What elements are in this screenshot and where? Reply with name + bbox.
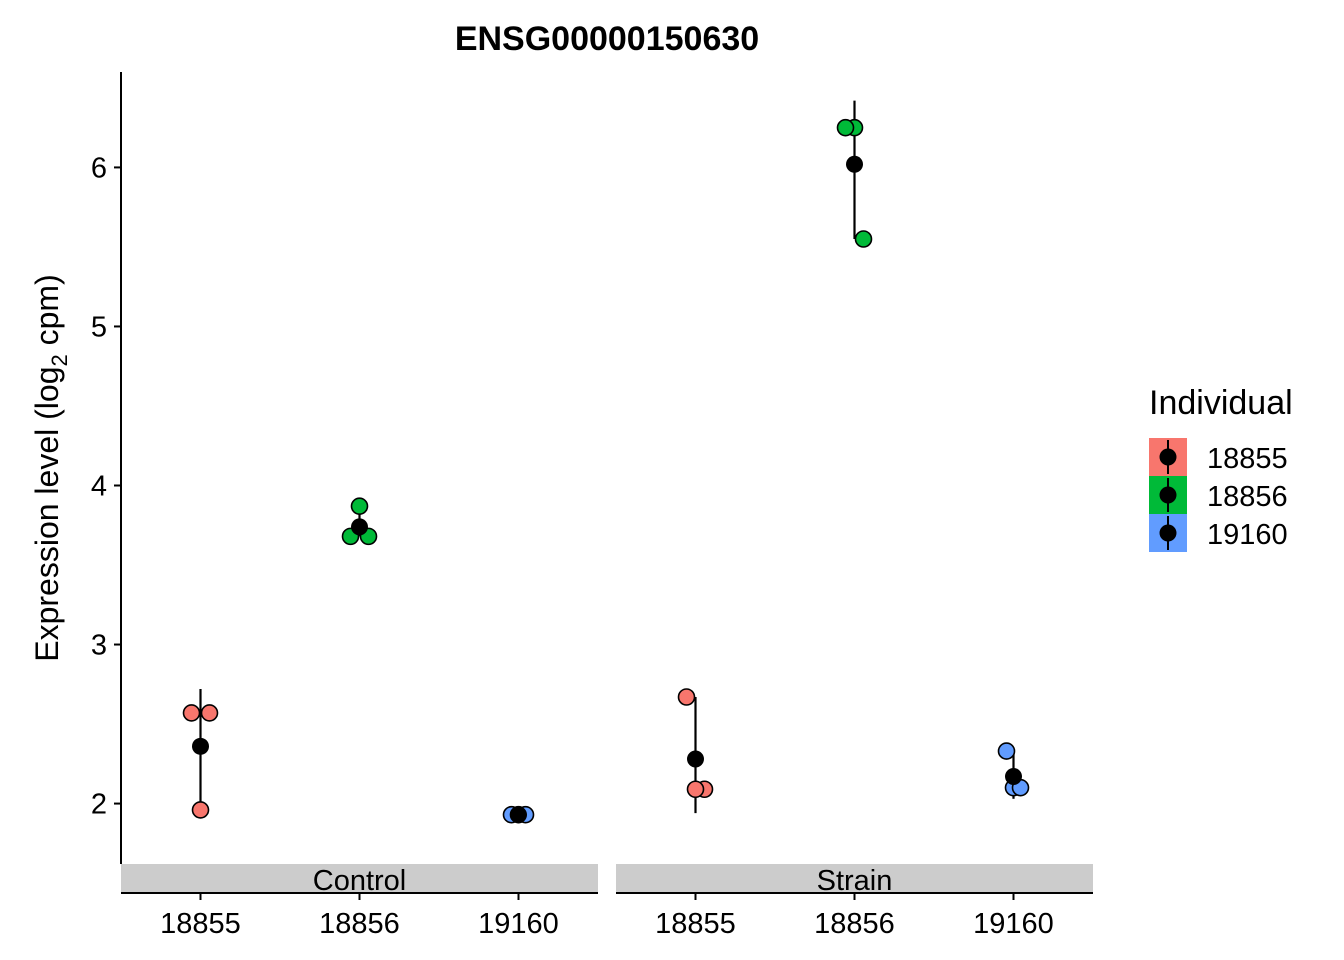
mean-point — [1005, 768, 1022, 786]
legend-item: 18855 — [1149, 438, 1288, 476]
facet-strip-label: Strain — [817, 865, 893, 897]
axes-layer: 2 3 4 5 6 Control 18855 18856 19160 Strain 18855 18… — [91, 72, 1093, 940]
legend-label: 18856 — [1207, 481, 1288, 513]
data-point — [350, 497, 369, 515]
facet-strip — [616, 864, 1093, 893]
x-tick-label: 18856 — [319, 908, 400, 940]
data-point — [191, 801, 210, 819]
y-axis-title-main: Expression level (log — [29, 367, 65, 662]
y-axis-title-tail: cpm) — [29, 274, 65, 354]
data-point — [677, 688, 696, 706]
y-tick-label: 2 — [91, 789, 107, 821]
data-point — [854, 230, 873, 248]
y-tick-label: 6 — [91, 152, 107, 184]
data-point — [836, 118, 855, 137]
y-axis-title: Expression level (log2 cpm) — [29, 274, 72, 662]
x-tick-label: 18856 — [814, 908, 895, 940]
x-tick-label: 18855 — [160, 908, 241, 940]
legend-title: Individual — [1149, 384, 1293, 422]
marks-layer — [182, 100, 1030, 824]
legend-item: 18856 — [1149, 476, 1288, 514]
data-point — [200, 704, 219, 722]
y-tick-label: 3 — [91, 630, 107, 662]
legend-label: 19160 — [1207, 519, 1288, 551]
x-tick-label: 19160 — [973, 908, 1054, 940]
mean-point — [351, 518, 368, 536]
y-axis-title-subscript: 2 — [47, 354, 72, 366]
svg-text:Expression level (log2 cpm): Expression level (log2 cpm) — [29, 274, 72, 662]
legend-key-point — [1159, 448, 1177, 466]
legend-key-point — [1159, 486, 1177, 504]
x-tick-label: 18855 — [655, 908, 736, 940]
mean-point — [192, 737, 209, 755]
data-point — [182, 704, 201, 722]
mean-point — [846, 155, 863, 173]
mean-point — [510, 806, 527, 824]
legend: 18855 18856 19160 — [1149, 438, 1288, 552]
data-point — [686, 780, 705, 799]
x-tick-label: 19160 — [478, 908, 559, 940]
y-tick-label: 5 — [91, 311, 107, 343]
legend-label: 18855 — [1207, 443, 1288, 475]
legend-key-point — [1159, 524, 1177, 542]
facet-strip-label: Control — [313, 865, 407, 897]
legend-item: 19160 — [1149, 514, 1288, 552]
y-tick-label: 4 — [91, 470, 107, 502]
chart-title: ENSG00000150630 — [455, 20, 759, 58]
facet-strip — [121, 864, 598, 893]
mean-point — [687, 750, 704, 768]
data-point — [997, 742, 1016, 760]
